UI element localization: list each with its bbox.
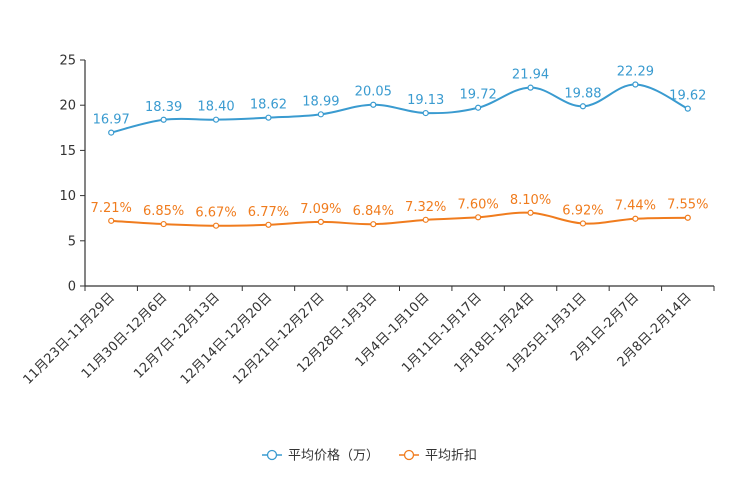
series-1: 7.21% 6.85% 6.67% 6.77% 7.09% 6.84% 7.32% 7.60%… <box>91 193 708 229</box>
data-point[interactable] <box>475 104 482 111</box>
data-label: 18.99 <box>302 94 339 109</box>
data-label: 6.85% <box>143 204 184 219</box>
data-label: 21.94 <box>512 68 549 83</box>
legend-item-0[interactable]: 平均价格（万） <box>262 448 379 464</box>
data-label: 19.62 <box>669 89 706 104</box>
data-point[interactable] <box>579 103 587 110</box>
data-point[interactable] <box>684 214 691 221</box>
data-point[interactable] <box>422 109 429 117</box>
legend-label: 平均折扣 <box>425 449 477 464</box>
series-line-1 <box>111 211 688 227</box>
data-label: 18.39 <box>145 100 182 115</box>
data-label: 8.10% <box>510 193 551 208</box>
data-point[interactable] <box>317 111 324 118</box>
data-point[interactable] <box>212 222 220 229</box>
data-label: 16.97 <box>93 113 130 128</box>
data-label: 7.60% <box>457 197 498 212</box>
y-tick-label: 25 <box>59 54 76 69</box>
data-point[interactable] <box>317 218 324 226</box>
data-point[interactable] <box>579 220 587 227</box>
series-layer: 16.97 18.39 18.40 18.62 18.99 20.05 19.13 19.72… <box>91 64 708 229</box>
data-point[interactable] <box>108 217 115 224</box>
data-point[interactable] <box>475 214 482 221</box>
legend-marker-icon <box>403 449 415 461</box>
y-tick-label: 20 <box>59 99 76 114</box>
y-tick-label: 10 <box>59 189 76 204</box>
y-tick-label: 15 <box>59 144 76 159</box>
data-label: 20.05 <box>355 85 392 100</box>
data-label: 6.77% <box>248 205 289 220</box>
data-point[interactable] <box>265 114 272 121</box>
data-point[interactable] <box>108 129 115 136</box>
y-tick-label: 0 <box>68 280 76 295</box>
data-point[interactable] <box>265 221 272 228</box>
data-label: 7.44% <box>615 199 656 214</box>
data-label: 19.13 <box>407 93 444 108</box>
data-point[interactable] <box>527 209 534 216</box>
data-label: 6.84% <box>353 204 394 219</box>
data-point[interactable] <box>632 81 639 88</box>
axes: 051015202511月23日-11月29日11月30日-12月6日12月7日… <box>21 54 715 388</box>
data-point[interactable] <box>684 105 691 112</box>
data-point[interactable] <box>370 221 377 228</box>
data-label: 7.32% <box>405 200 446 215</box>
x-tick-label: 12月14日-12月20日 <box>178 290 275 387</box>
data-label: 7.21% <box>91 201 132 216</box>
legend-item-1[interactable]: 平均折扣 <box>399 449 477 464</box>
data-point[interactable] <box>370 101 377 108</box>
data-point[interactable] <box>527 84 534 91</box>
data-point[interactable] <box>212 116 220 123</box>
series-0: 16.97 18.39 18.40 18.62 18.99 20.05 19.13 19.72… <box>93 64 706 136</box>
data-point[interactable] <box>632 215 639 222</box>
legend-marker-icon <box>266 449 278 461</box>
x-tick-label: 12月21日-12月27日 <box>230 290 327 387</box>
legend[interactable]: 平均价格（万） 平均折扣 <box>262 448 477 464</box>
legend-label: 平均价格（万） <box>288 448 379 464</box>
data-label: 7.09% <box>300 202 341 217</box>
series-line-0 <box>110 83 689 134</box>
data-label: 19.88 <box>564 86 601 101</box>
x-tick-label: 11月23日-11月29日 <box>21 290 118 387</box>
data-point[interactable] <box>422 216 429 223</box>
y-tick-label: 5 <box>68 234 76 249</box>
data-label: 18.40 <box>197 100 234 115</box>
data-label: 18.62 <box>250 98 287 113</box>
data-label: 22.29 <box>617 64 654 79</box>
data-label: 6.92% <box>562 203 603 218</box>
data-label: 19.72 <box>460 88 497 103</box>
data-label: 6.67% <box>195 206 236 221</box>
data-point[interactable] <box>160 116 167 123</box>
data-point[interactable] <box>160 220 167 228</box>
data-label: 7.55% <box>667 198 708 213</box>
